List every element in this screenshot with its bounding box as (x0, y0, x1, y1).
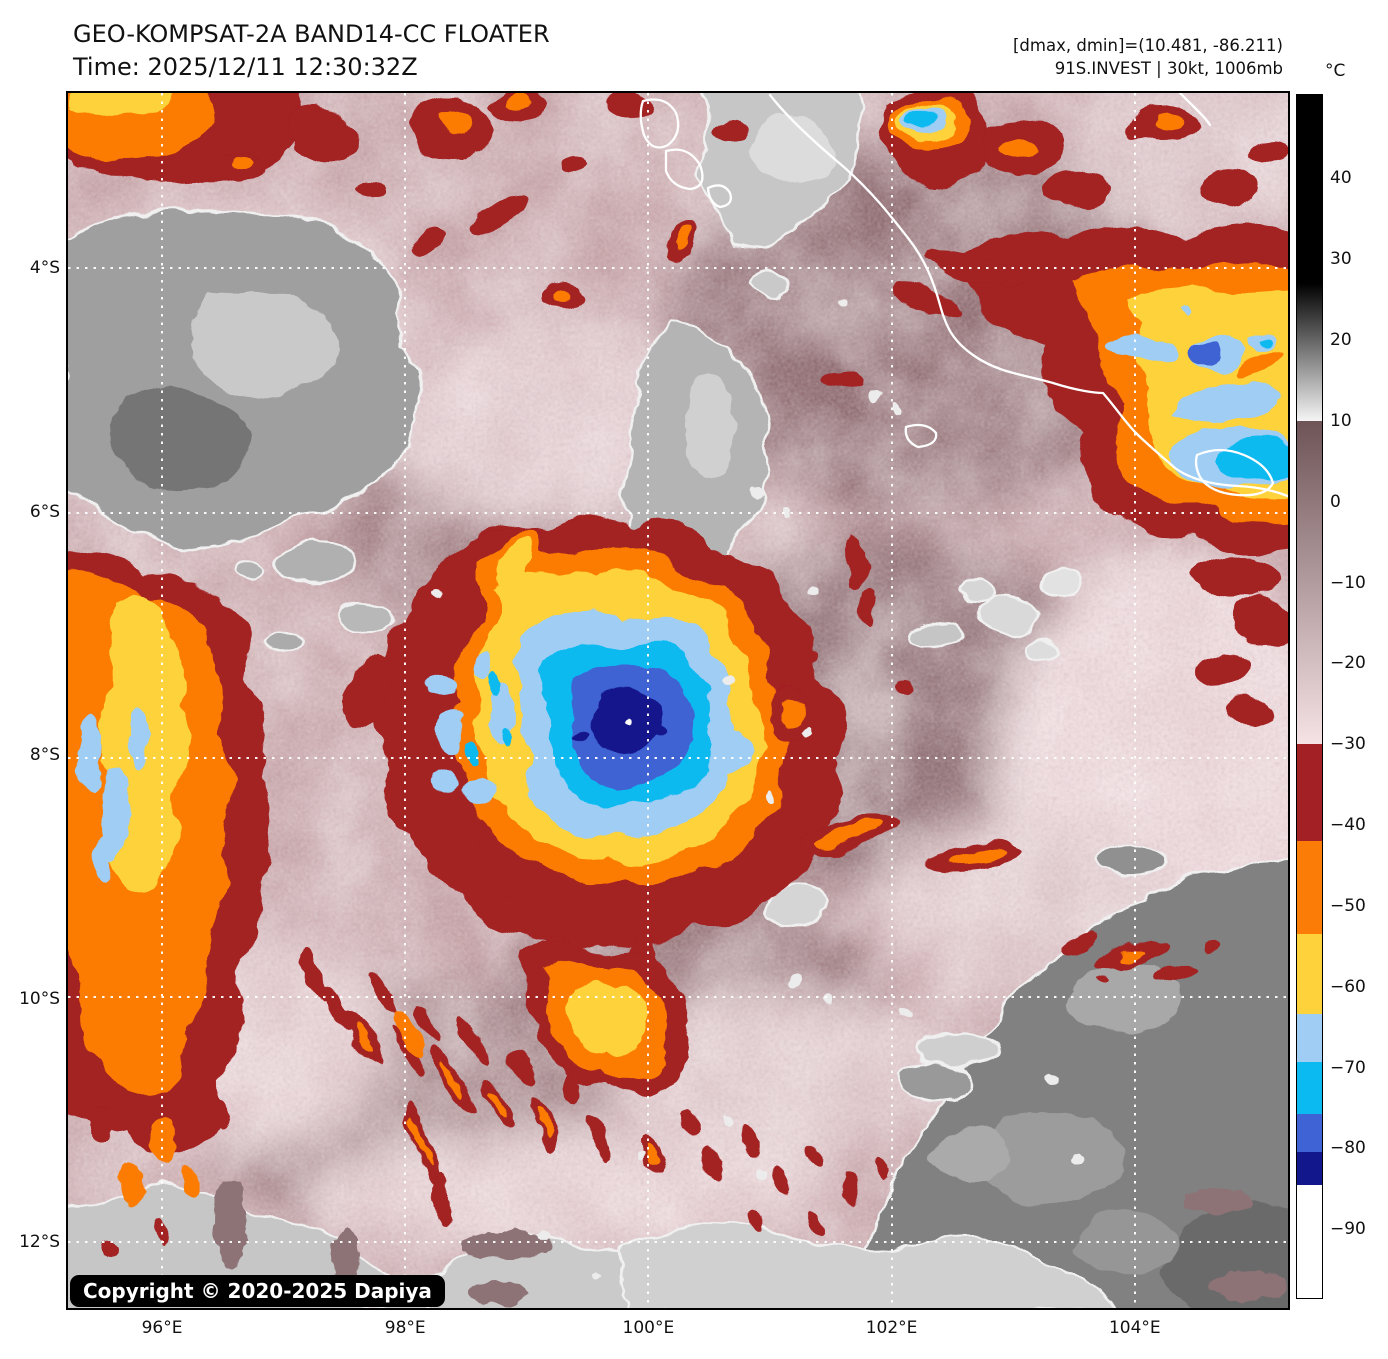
copyright-badge: Copyright © 2020-2025 Dapiya (70, 1275, 445, 1307)
satellite-image (68, 93, 1288, 1308)
colorbar (1296, 94, 1323, 1299)
longitude-tick-label: 96°E (141, 1318, 183, 1338)
colorbar-segment (1297, 841, 1322, 935)
colorbar-tick-label: −90 (1330, 1219, 1366, 1240)
gray-cloud-layer (68, 93, 1288, 1308)
colorbar-tick-label: 20 (1330, 329, 1352, 350)
colorbar-tick-label: −40 (1330, 815, 1366, 836)
longitude-tick-label: 98°E (384, 1318, 426, 1338)
colorbar-tick-label: 10 (1330, 410, 1352, 431)
colorbar-gradient (1297, 95, 1322, 1298)
longitude-tick-label: 100°E (622, 1318, 675, 1338)
colorbar-tick-label: 30 (1330, 249, 1352, 270)
dmax-dmin-readout: [dmax, dmin]=(10.481, -86.211) (1013, 36, 1283, 55)
page-title: GEO-KOMPSAT-2A BAND14-CC FLOATER (73, 20, 550, 48)
latitude-tick-label: 4°S (29, 258, 60, 278)
latitude-tick-label: 10°S (19, 988, 60, 1009)
colorbar-segment (1297, 95, 1322, 285)
colorbar-segment (1297, 934, 1322, 1015)
timestamp: Time: 2025/12/11 12:30:32Z (73, 53, 418, 81)
cloud-specks (431, 296, 1085, 1280)
latitude-tick-label: 6°S (29, 501, 60, 522)
map-frame (66, 91, 1290, 1310)
warm-patches (214, 1178, 1288, 1305)
colorbar-tick-label: −50 (1330, 895, 1366, 916)
convection-layer (68, 93, 1288, 1251)
colorbar-segment (1297, 1061, 1322, 1115)
colorbar-tick-label: −10 (1330, 572, 1366, 593)
latitude-tick-label: 12°S (19, 1232, 60, 1252)
colorbar-segment (1297, 1014, 1322, 1063)
storm-status: 91S.INVEST | 30kt, 1006mb (1054, 59, 1283, 78)
latitude-tick-label: 8°S (29, 745, 60, 765)
colorbar-unit-label: °C (1325, 61, 1346, 81)
longitude-tick-label: 102°E (865, 1318, 918, 1338)
colorbar-segment (1297, 1113, 1322, 1153)
colorbar-segment (1297, 1184, 1322, 1298)
colorbar-tick-label: −60 (1330, 976, 1366, 997)
colorbar-tick-label: −30 (1330, 734, 1366, 755)
coastline (639, 93, 1288, 498)
colorbar-segment (1297, 1151, 1322, 1186)
colorbar-tick-label: 40 (1330, 168, 1352, 189)
colorbar-segment (1297, 744, 1322, 842)
colorbar-tick-label: −70 (1330, 1057, 1366, 1078)
gridlines (68, 93, 1288, 1308)
longitude-tick-label: 104°E (1108, 1318, 1161, 1338)
colorbar-tick-label: −20 (1330, 653, 1366, 674)
colorbar-tick-label: 0 (1330, 491, 1341, 512)
colorbar-segment (1297, 420, 1322, 745)
colorbar-segment (1297, 283, 1322, 422)
colorbar-tick-label: −80 (1330, 1138, 1366, 1159)
